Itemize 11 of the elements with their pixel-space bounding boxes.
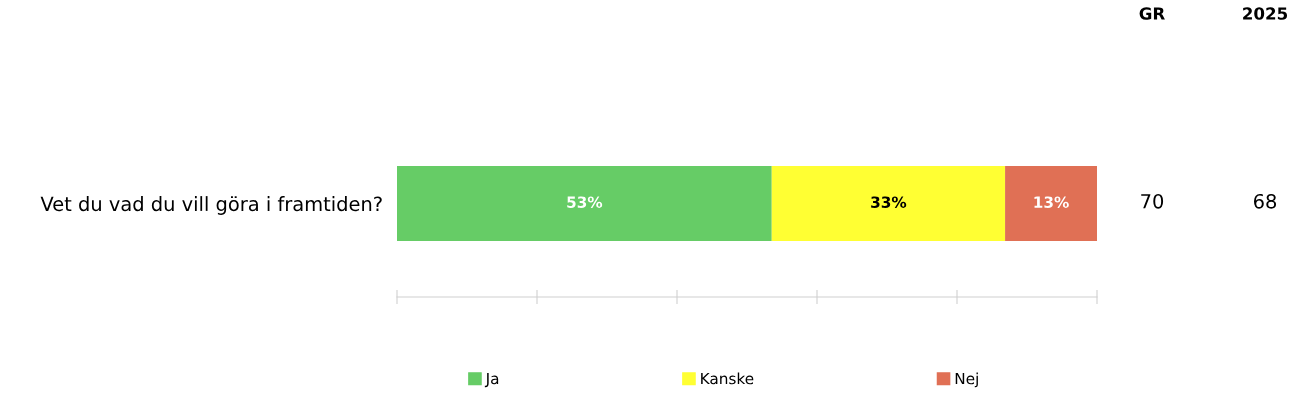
text: 2025	[1243, 7, 1288, 20]
y-tick-label: Vet du vad du vill göra i framtiden?	[40, 196, 382, 215]
data-label: 13%	[1034, 196, 1069, 208]
data-label: 33%	[871, 196, 907, 208]
legend-label: Nej	[955, 372, 978, 388]
legend-label: Ja	[484, 372, 499, 388]
text: 70	[1141, 193, 1164, 209]
text: GR	[1139, 7, 1165, 20]
data-label: 53%	[567, 196, 603, 208]
legend-label: Kanske	[701, 372, 754, 385]
text: 68	[1253, 193, 1277, 209]
